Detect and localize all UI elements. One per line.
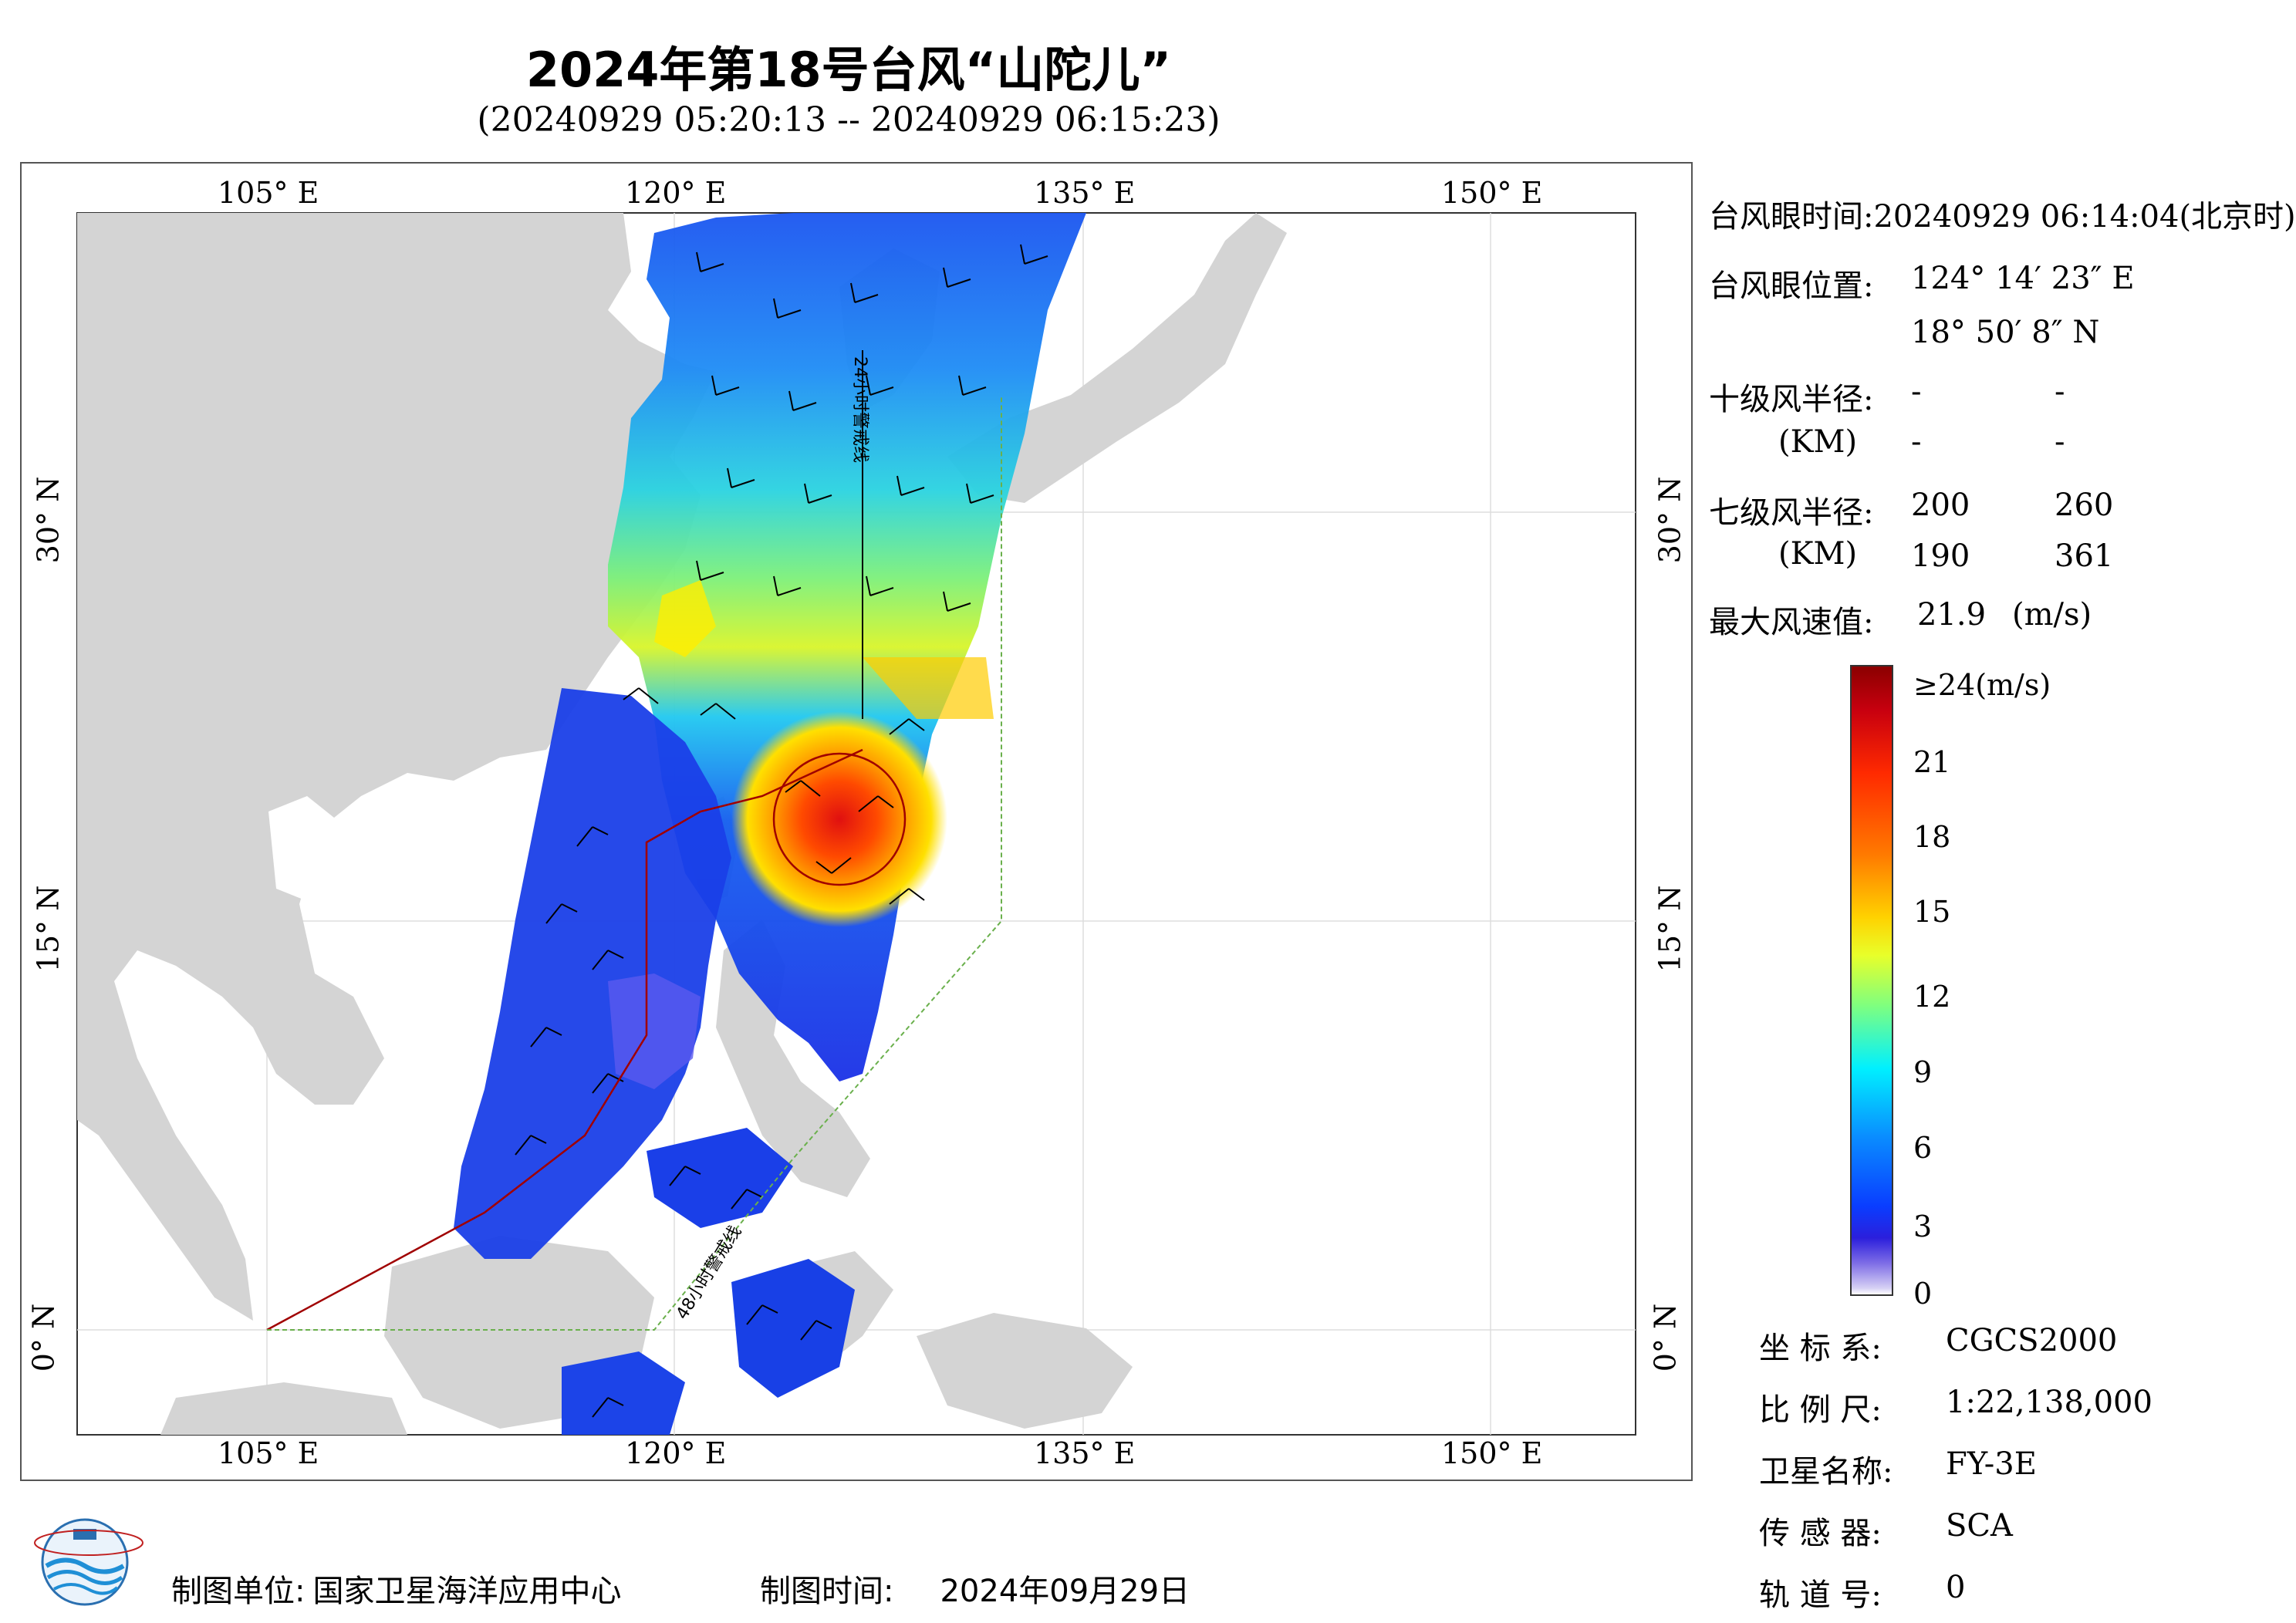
lon-tick-top-105: 105° E bbox=[218, 176, 319, 210]
warning-line-48h bbox=[267, 396, 1002, 1331]
wind-swath-south bbox=[731, 1259, 855, 1398]
map-frame: 105° E 120° E 135° E 150° E 105° E 120° … bbox=[20, 162, 1693, 1481]
wind-barbs bbox=[515, 244, 1048, 1418]
wind-swath-southwest bbox=[562, 1351, 685, 1435]
lon-tick-bottom-150: 150° E bbox=[1441, 1436, 1543, 1470]
legend-label-6: 6 bbox=[1913, 1131, 1933, 1165]
eye-time-label: 台风眼时间: bbox=[1709, 199, 1874, 235]
typhoon-eye-circle bbox=[772, 752, 907, 886]
orbit-value: 0 bbox=[1946, 1570, 1966, 1605]
satellite-value: FY-3E bbox=[1946, 1446, 2037, 1482]
r7-value-se: 260 bbox=[2055, 488, 2114, 523]
r7-value-ne: 200 bbox=[1911, 488, 1970, 523]
nsoas-logo-icon bbox=[34, 1518, 144, 1606]
hainan-peninsula bbox=[268, 796, 346, 904]
legend-label-12: 12 bbox=[1913, 980, 1951, 1014]
legend-label-9: 9 bbox=[1913, 1055, 1933, 1089]
wind-yellow-patch bbox=[654, 580, 716, 657]
satellite-label: 卫星名称: bbox=[1759, 1454, 1893, 1490]
sensor-value: SCA bbox=[1946, 1508, 2013, 1544]
r10-value-se: - bbox=[2055, 374, 2065, 410]
legend-label-18: 18 bbox=[1913, 820, 1951, 854]
footer-date: 制图时间: 2024年09月29日 bbox=[760, 1566, 1190, 1611]
r7-value-nw: 361 bbox=[2055, 538, 2114, 574]
r10-value-sw: - bbox=[1911, 424, 1922, 460]
max-wind-label: 最大风速值: bbox=[1709, 605, 1874, 640]
typhoon-high-wind-core bbox=[731, 711, 947, 927]
eye-time-value: 20240929 06:14:04(北京时) bbox=[1873, 199, 2296, 235]
eye-lat-value: 18° 50′ 8″ N bbox=[1911, 315, 2100, 350]
lon-tick-top-120: 120° E bbox=[625, 176, 727, 210]
max-wind-unit: (m/s) bbox=[2012, 597, 2092, 633]
lon-tick-bottom-120: 120° E bbox=[625, 1436, 727, 1470]
r10-value-ne: - bbox=[1911, 374, 1922, 410]
japan-islands bbox=[947, 213, 1287, 503]
wind-speed-colorbar bbox=[1850, 665, 1893, 1296]
map-date-value: 2024年09月29日 bbox=[940, 1574, 1190, 1609]
r10-label: 十级风半径: bbox=[1709, 382, 1874, 417]
legend-label-24: ≥24(m/s) bbox=[1913, 668, 2051, 702]
crs-label: 坐 标 系: bbox=[1759, 1331, 1882, 1366]
r7-unit: (KM) bbox=[1778, 536, 1858, 572]
max-wind-value: 21.9 bbox=[1917, 597, 1987, 633]
r10-value-nw: - bbox=[2055, 424, 2065, 460]
java-sumatra-islands bbox=[160, 1382, 407, 1435]
map-subtitle: (20240929 05:20:13 -- 20240929 06:15:23) bbox=[477, 100, 1221, 140]
wind-swath-west bbox=[454, 688, 731, 1259]
asia-mainland bbox=[77, 213, 716, 1321]
footer-producer: 制图单位: 国家卫星海洋应用中心 bbox=[171, 1566, 621, 1611]
producer-label: 制图单位: bbox=[171, 1574, 306, 1609]
r7-value-sw: 190 bbox=[1911, 538, 1970, 574]
warning-label-24h: 24小时警戒线 bbox=[850, 356, 869, 463]
crs-value: CGCS2000 bbox=[1946, 1323, 2118, 1358]
legend-label-3: 3 bbox=[1913, 1210, 1933, 1243]
orbit-label: 轨 道 号: bbox=[1759, 1577, 1882, 1613]
scale-label: 比 例 尺: bbox=[1759, 1392, 1882, 1428]
r7-label: 七级风半径: bbox=[1709, 495, 1874, 531]
wind-high-band bbox=[863, 657, 994, 719]
typhoon-track-line bbox=[266, 748, 863, 1331]
new-guinea-island bbox=[917, 1313, 1133, 1429]
lon-tick-bottom-135: 135° E bbox=[1034, 1436, 1136, 1470]
eye-lon-value: 124° 14′ 23″ E bbox=[1911, 261, 2135, 296]
wind-field-map: 24小时警戒线 48小时警戒线 bbox=[76, 212, 1636, 1436]
map-date-label: 制图时间: bbox=[760, 1574, 894, 1609]
lon-tick-bottom-105: 105° E bbox=[218, 1436, 319, 1470]
sensor-label: 传 感 器: bbox=[1759, 1516, 1882, 1551]
legend-label-0: 0 bbox=[1913, 1277, 1933, 1311]
map-title: 2024年第18号台风“山陀儿” bbox=[525, 42, 1172, 98]
eye-pos-label: 台风眼位置: bbox=[1709, 268, 1874, 304]
producer-value: 国家卫星海洋应用中心 bbox=[312, 1574, 622, 1609]
legend-label-21: 21 bbox=[1913, 745, 1951, 779]
legend-label-15: 15 bbox=[1913, 895, 1951, 929]
lon-tick-top-135: 135° E bbox=[1034, 176, 1136, 210]
r10-unit: (KM) bbox=[1778, 424, 1858, 460]
lon-tick-top-150: 150° E bbox=[1441, 176, 1543, 210]
scale-value: 1:22,138,000 bbox=[1946, 1385, 2152, 1420]
